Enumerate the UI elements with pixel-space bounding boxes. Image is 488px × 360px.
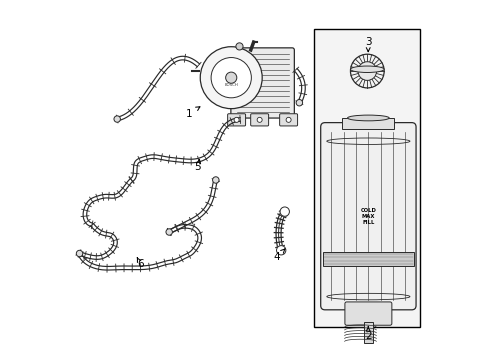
Circle shape xyxy=(257,117,262,122)
Circle shape xyxy=(285,117,290,122)
Text: 3: 3 xyxy=(364,37,371,47)
Bar xyxy=(322,252,413,266)
FancyBboxPatch shape xyxy=(230,48,294,118)
Circle shape xyxy=(357,62,376,80)
Circle shape xyxy=(296,99,302,106)
Circle shape xyxy=(225,72,236,83)
Text: 2: 2 xyxy=(364,331,371,341)
Text: 4: 4 xyxy=(273,252,280,262)
FancyBboxPatch shape xyxy=(320,123,415,310)
Circle shape xyxy=(276,246,285,255)
Circle shape xyxy=(211,58,251,98)
Bar xyxy=(314,30,419,327)
Ellipse shape xyxy=(350,66,384,72)
Circle shape xyxy=(165,229,172,235)
Circle shape xyxy=(76,250,82,257)
FancyBboxPatch shape xyxy=(344,302,391,325)
Text: COLD
MAX
FILL: COLD MAX FILL xyxy=(360,208,376,225)
Text: BOSCH: BOSCH xyxy=(224,84,238,87)
Circle shape xyxy=(235,43,243,50)
Text: 1: 1 xyxy=(185,109,192,119)
Circle shape xyxy=(114,116,120,122)
Circle shape xyxy=(212,177,219,183)
FancyBboxPatch shape xyxy=(279,114,297,126)
Circle shape xyxy=(234,117,239,122)
Bar xyxy=(364,321,372,343)
Circle shape xyxy=(200,47,262,109)
Text: 6: 6 xyxy=(137,259,143,269)
Ellipse shape xyxy=(347,115,388,121)
Circle shape xyxy=(280,207,288,216)
Bar xyxy=(342,118,394,129)
Text: 5: 5 xyxy=(194,162,201,172)
FancyBboxPatch shape xyxy=(227,114,245,126)
FancyBboxPatch shape xyxy=(250,114,268,126)
